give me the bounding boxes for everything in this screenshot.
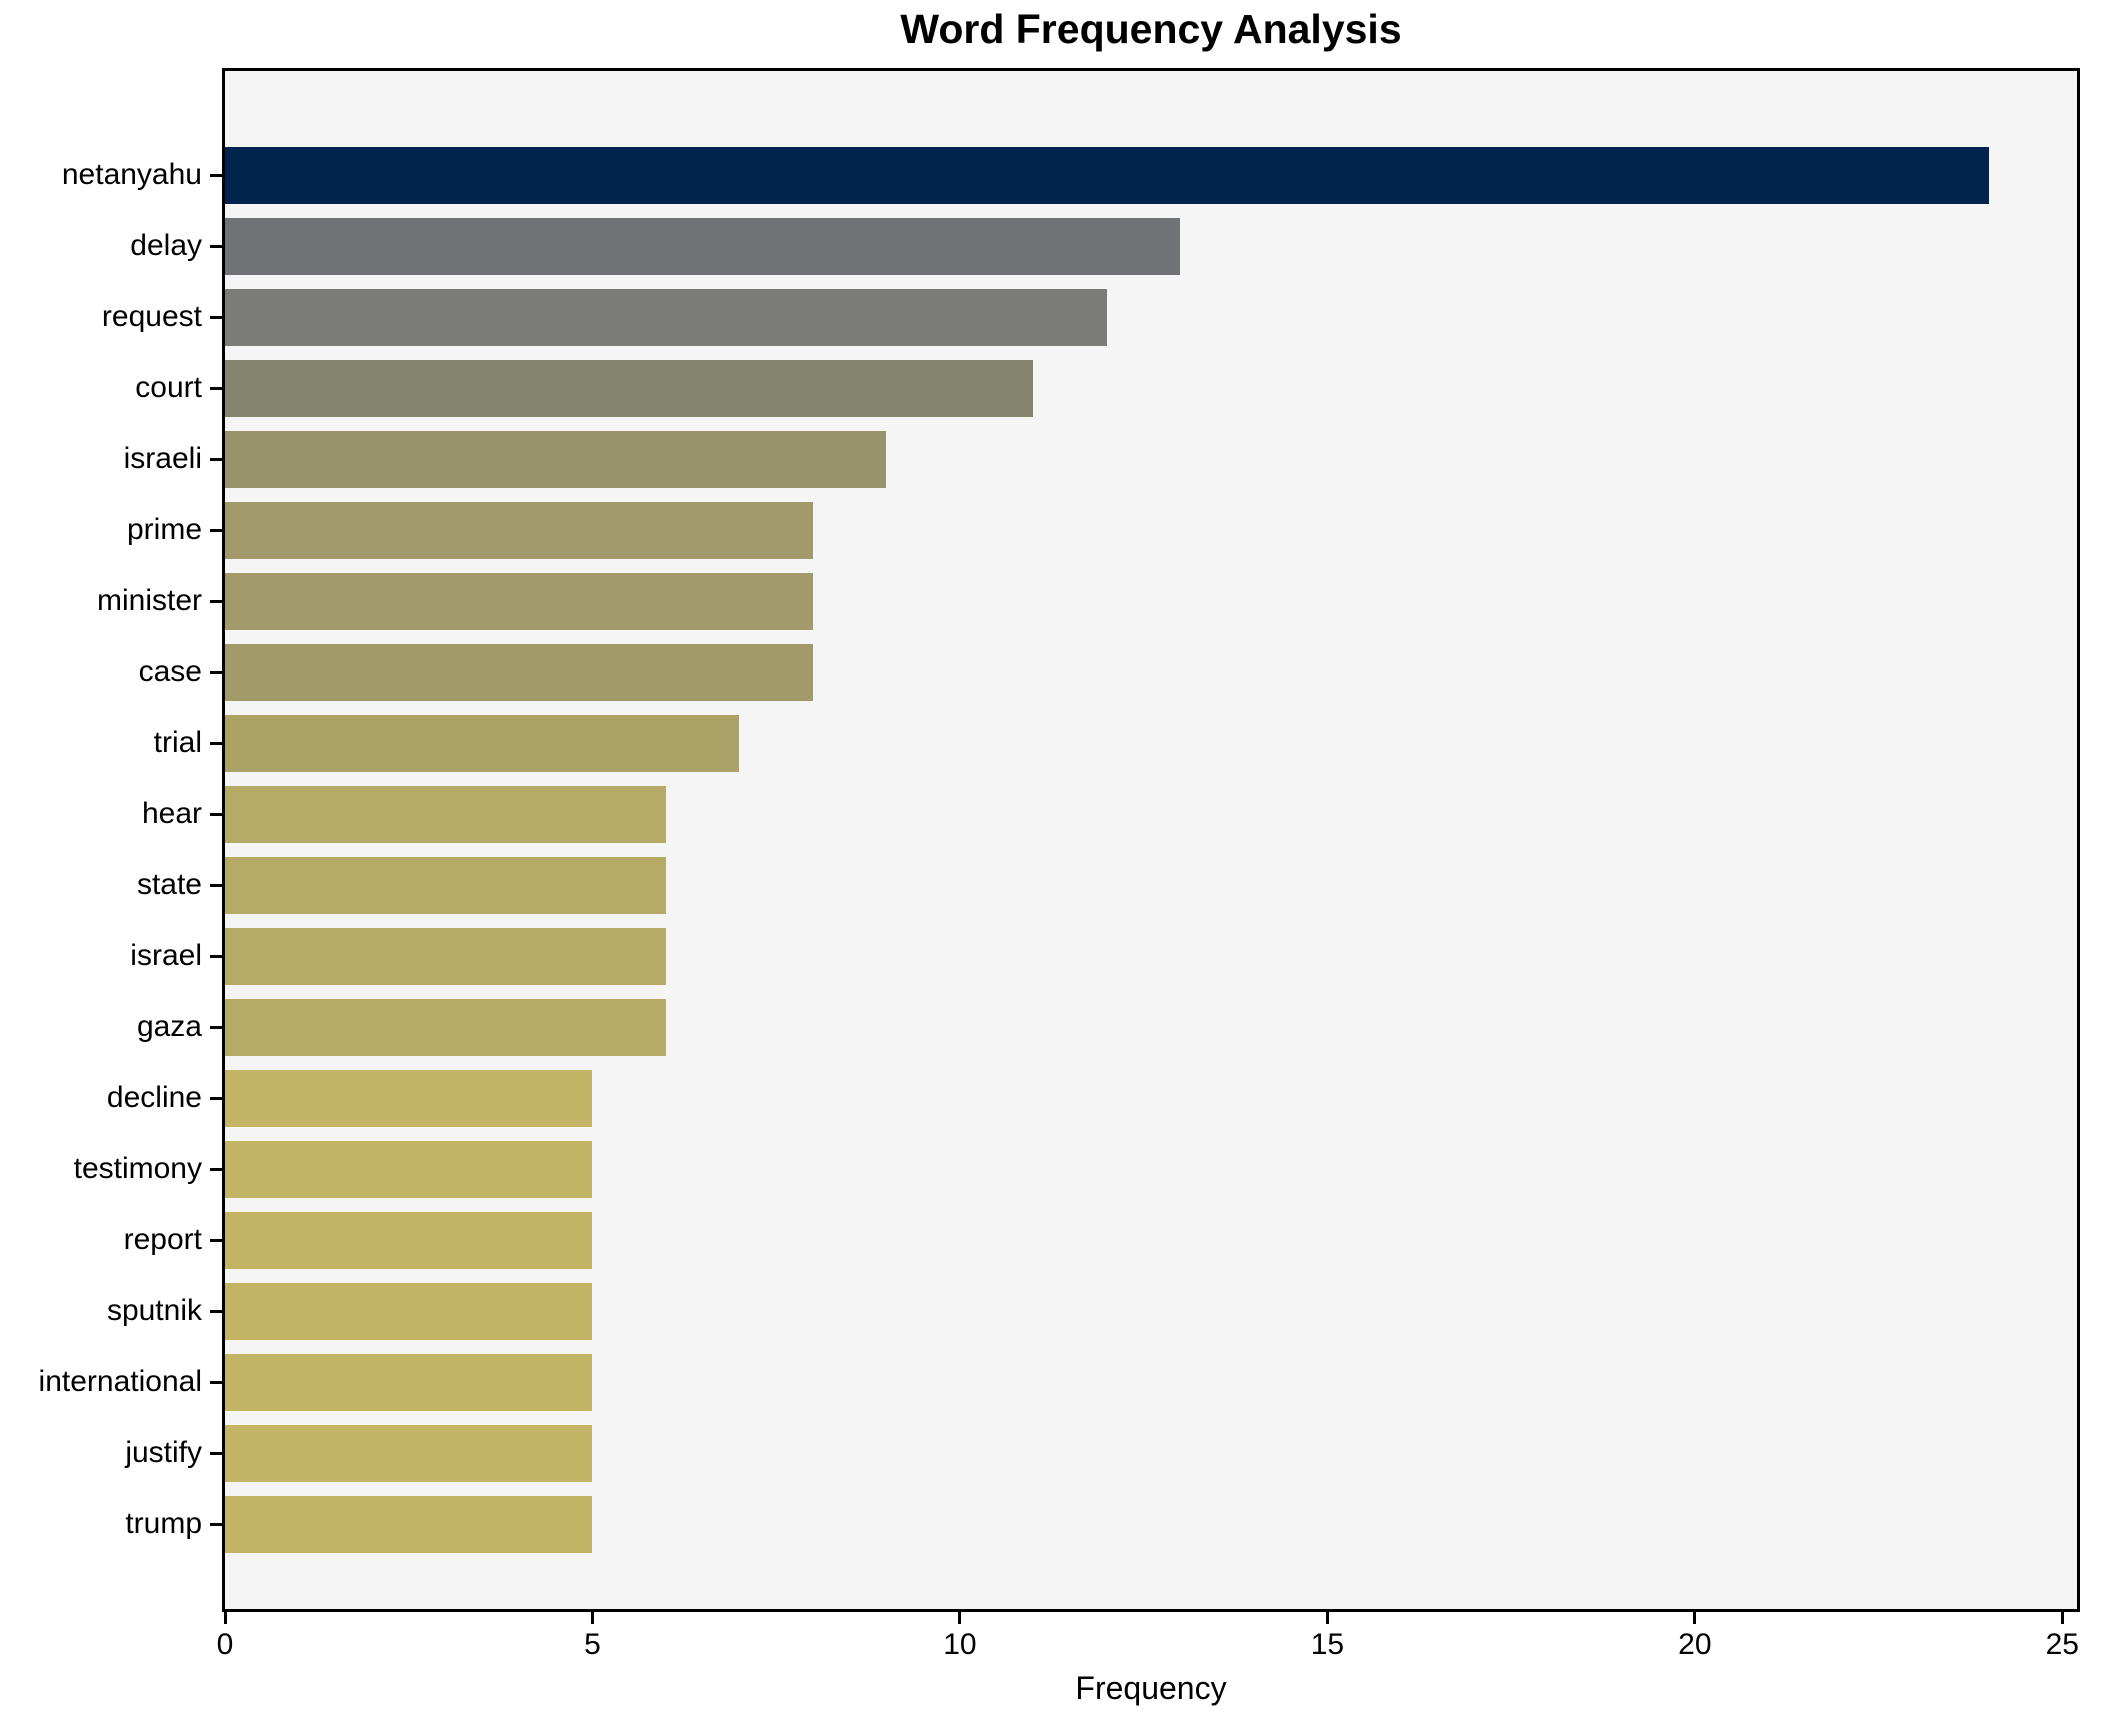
bar-prime [225, 501, 813, 559]
bar-justify [225, 1424, 593, 1482]
bar-delay [225, 217, 1181, 275]
y-tick-mark [210, 1451, 222, 1455]
bar-row-trial [225, 714, 2077, 772]
y-tick-mark [210, 670, 222, 674]
y-tick-mark [210, 244, 222, 248]
y-tick-label-testimony: testimony [73, 1152, 202, 1185]
bar-row-prime [225, 501, 2077, 559]
y-tick-label-prime: prime [126, 513, 202, 546]
y-tick-mark [210, 386, 222, 390]
x-axis-label: Frequency [1075, 1670, 1227, 1706]
y-tick-mark [210, 457, 222, 461]
bar-gaza [225, 998, 666, 1056]
bar-row-minister [225, 572, 2077, 630]
bar-row-justify [225, 1424, 2077, 1482]
y-tick-label-minister: minister [96, 584, 202, 617]
y-tick-mark [210, 741, 222, 745]
bar-case [225, 643, 813, 701]
y-tick-label-international: international [38, 1365, 202, 1398]
bar-hear [225, 785, 666, 843]
x-tick-label-15: 15 [1310, 1628, 1345, 1661]
bar-row-israeli [225, 430, 2077, 488]
y-tick-label-case: case [138, 655, 202, 688]
y-tick-mark [210, 1025, 222, 1029]
x-tick-mark [1325, 1612, 1329, 1624]
bar-row-netanyahu [225, 146, 2077, 204]
y-tick-mark [210, 812, 222, 816]
y-tick-label-justify: justify [125, 1436, 202, 1469]
plot-area [222, 68, 2080, 1612]
bar-trump [225, 1495, 593, 1553]
y-tick-label-state: state [136, 868, 202, 901]
x-tick-mark [2060, 1612, 2064, 1624]
bar-row-case [225, 643, 2077, 701]
y-tick-mark [210, 1096, 222, 1100]
y-tick-mark [210, 1380, 222, 1384]
bar-row-sputnik [225, 1282, 2077, 1340]
bar-court [225, 359, 1034, 417]
bar-sputnik [225, 1282, 593, 1340]
y-tick-mark [210, 173, 222, 177]
bar-netanyahu [225, 146, 1989, 204]
bar-row-gaza [225, 998, 2077, 1056]
x-tick-label-25: 25 [2045, 1628, 2079, 1661]
y-tick-label-gaza: gaza [136, 1010, 202, 1043]
y-tick-label-sputnik: sputnik [106, 1294, 202, 1327]
bar-row-delay [225, 217, 2077, 275]
y-tick-mark [210, 599, 222, 603]
x-tick-label-5: 5 [584, 1628, 601, 1661]
x-tick-mark [1693, 1612, 1697, 1624]
bar-row-report [225, 1211, 2077, 1269]
x-tick-mark [590, 1612, 594, 1624]
bar-trial [225, 714, 740, 772]
y-tick-label-decline: decline [106, 1081, 202, 1114]
y-tick-mark [210, 954, 222, 958]
bar-minister [225, 572, 813, 630]
y-tick-label-israeli: israeli [123, 442, 202, 475]
x-tick-label-20: 20 [1678, 1628, 1712, 1661]
bar-testimony [225, 1140, 593, 1198]
x-tick-mark [223, 1612, 227, 1624]
bar-israeli [225, 430, 887, 488]
bar-row-hear [225, 785, 2077, 843]
bar-row-decline [225, 1069, 2077, 1127]
y-tick-label-israel: israel [130, 939, 202, 972]
y-tick-mark [210, 1167, 222, 1171]
y-tick-label-report: report [123, 1223, 202, 1256]
x-tick-mark [958, 1612, 962, 1624]
bar-row-israel [225, 927, 2077, 985]
y-tick-mark [210, 528, 222, 532]
bar-row-state [225, 856, 2077, 914]
chart-title: Word Frequency Analysis [900, 6, 1402, 52]
y-tick-mark [210, 1309, 222, 1313]
y-tick-label-request: request [101, 300, 202, 333]
bar-request [225, 288, 1107, 346]
y-tick-mark [210, 1522, 222, 1526]
bar-row-testimony [225, 1140, 2077, 1198]
bar-row-court [225, 359, 2077, 417]
bar-state [225, 856, 666, 914]
bar-row-trump [225, 1495, 2077, 1553]
y-tick-label-netanyahu: netanyahu [61, 158, 202, 191]
x-tick-label-0: 0 [216, 1628, 234, 1661]
x-tick-label-10: 10 [943, 1628, 977, 1661]
y-tick-mark [210, 883, 222, 887]
bar-report [225, 1211, 593, 1269]
bar-row-request [225, 288, 2077, 346]
y-tick-label-trump: trump [125, 1507, 202, 1540]
bar-international [225, 1353, 593, 1411]
y-tick-label-delay: delay [130, 229, 202, 262]
bar-row-international [225, 1353, 2077, 1411]
bar-decline [225, 1069, 593, 1127]
y-tick-mark [210, 315, 222, 319]
y-tick-label-trial: trial [153, 726, 202, 759]
y-tick-mark [210, 1238, 222, 1242]
y-tick-label-hear: hear [141, 797, 202, 830]
bar-israel [225, 927, 666, 985]
y-tick-label-court: court [135, 371, 202, 404]
